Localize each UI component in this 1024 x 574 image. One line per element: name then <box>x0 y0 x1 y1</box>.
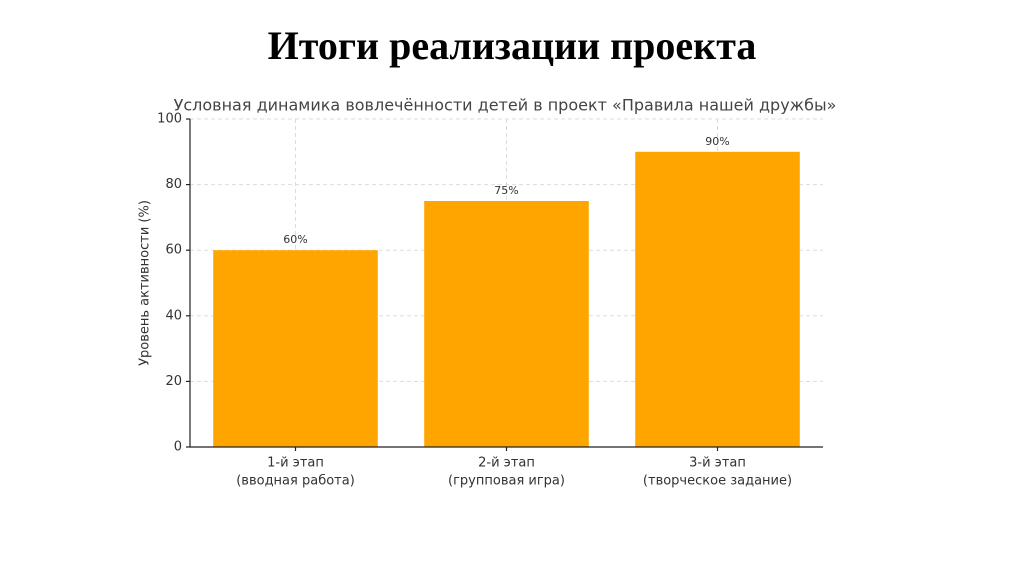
y-tick-label: 0 <box>174 440 182 455</box>
x-tick-label: (групповая игра) <box>448 474 565 489</box>
y-tick-label: 80 <box>165 177 182 192</box>
page-title: Итоги реализации проекта <box>268 23 757 68</box>
x-tick-label: (вводная работа) <box>236 474 355 489</box>
y-tick-label: 60 <box>165 243 182 258</box>
y-tick-label: 40 <box>165 308 182 323</box>
bar <box>635 151 800 448</box>
data-label: 90% <box>705 135 729 148</box>
x-tick-label: 1-й этап <box>267 456 324 471</box>
x-tick-label: 2-й этап <box>478 456 535 471</box>
bar <box>213 250 378 447</box>
y-tick-label: 20 <box>165 374 182 389</box>
x-tick-label: (творческое задание) <box>643 474 792 489</box>
chart-title: Условная динамика вовлечённости детей в … <box>174 96 837 115</box>
data-label: 60% <box>283 233 307 246</box>
y-tick-label: 100 <box>157 112 182 127</box>
bar <box>424 201 589 447</box>
x-tick-label: 3-й этап <box>689 456 746 471</box>
y-axis-label: Уровень активности (%) <box>138 200 153 366</box>
data-label: 75% <box>494 184 518 197</box>
